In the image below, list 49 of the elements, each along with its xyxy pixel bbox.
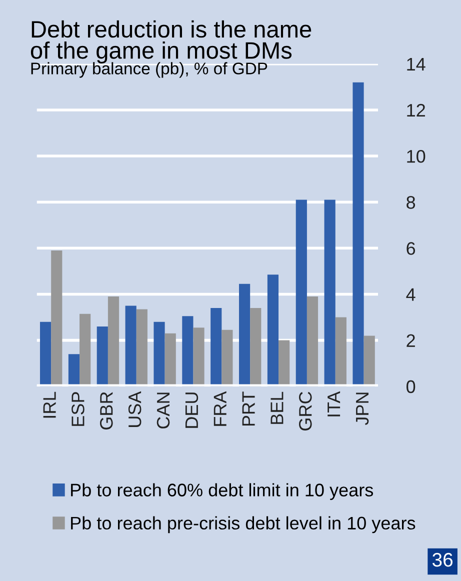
y-tick-label: 10 [407, 150, 426, 163]
chart-title: Debt reduction is the name of the game in most DMs [30, 20, 312, 64]
y-tick-label: 12 [407, 104, 425, 117]
x-tick-label: DEU [185, 392, 198, 428]
bar [154, 322, 165, 386]
bar [193, 328, 204, 386]
bar [125, 306, 136, 386]
bar [278, 340, 290, 386]
text: 36 [432, 552, 453, 567]
legend-label: Pb to reach pre-crisis debt level in 10 years [71, 516, 416, 534]
x-tick-label: ESP [72, 392, 84, 426]
x-tick-label: GBR [100, 392, 113, 430]
y-tick-label: 4 [406, 288, 416, 301]
y-tick-label: 14 [407, 58, 426, 70]
bar [80, 314, 91, 386]
bar [164, 333, 176, 386]
x-tick-label: FRA [214, 391, 226, 426]
y-tick-label: 2 [406, 334, 415, 347]
legend-label: Pb to reach 60% debt limit in 10 years [71, 483, 374, 500]
x-tick-label: CAN [156, 392, 170, 428]
bar [40, 322, 52, 386]
bar [364, 336, 375, 386]
y-tick-label: 0 [406, 380, 416, 394]
bar [51, 250, 62, 386]
x-tick-label: BEL [270, 392, 284, 424]
bar [96, 326, 108, 386]
bar [222, 330, 233, 386]
x-tick-label: PRT [242, 392, 255, 426]
bar [296, 200, 307, 386]
x-tick-label: IRL [43, 392, 56, 418]
bar [182, 316, 194, 386]
y-tick-label: 6 [406, 242, 416, 255]
bar [68, 354, 80, 386]
bar [250, 308, 262, 386]
bar [136, 309, 148, 386]
y-tick-label: 8 [406, 196, 416, 209]
bar [239, 284, 250, 386]
x-tick-label: USA [128, 391, 142, 427]
bar [306, 296, 318, 386]
bar [267, 274, 279, 386]
bar [335, 317, 346, 386]
bar [108, 296, 120, 386]
x-tick-label: JPN [356, 392, 369, 426]
chart-subtitle: Primary balance (pb), % of GDP [31, 62, 268, 78]
bar [324, 200, 336, 386]
x-tick-label: GRC [299, 392, 312, 430]
bar [352, 82, 364, 386]
x-tick-label: ITA [328, 391, 340, 416]
bar [210, 308, 222, 386]
